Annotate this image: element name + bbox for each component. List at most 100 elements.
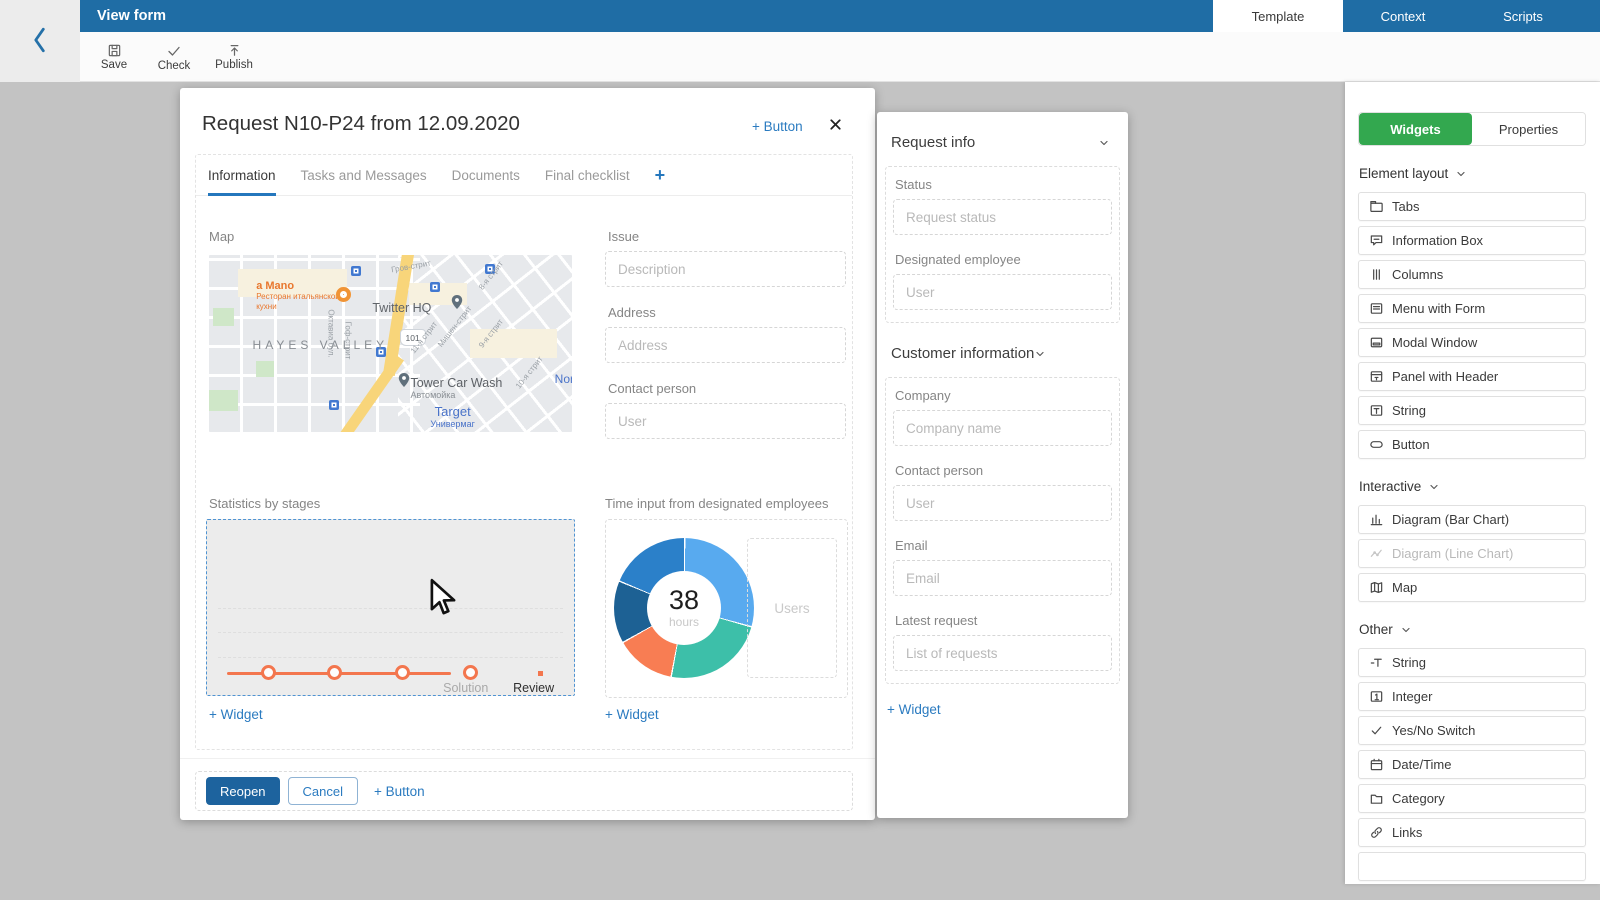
modal-window-icon (1368, 335, 1384, 351)
add-header-button[interactable]: + Button (752, 119, 803, 134)
chevron-down-icon (1428, 481, 1440, 493)
form-tab-tasks[interactable]: Tasks and Messages (301, 155, 427, 196)
link-icon (1368, 825, 1384, 841)
publish-button[interactable]: Publish (214, 43, 254, 71)
customer-information-group: Company Company name Contact person User… (885, 377, 1120, 684)
integer-icon (1368, 689, 1384, 705)
page-title: View form (97, 0, 166, 32)
widgets-sidebar: Widgets Properties Element layout Tabs I… (1345, 82, 1600, 884)
back-icon[interactable] (29, 26, 49, 54)
latest-request-input[interactable]: List of requests (893, 635, 1112, 671)
widget-item-columns[interactable]: Columns (1358, 260, 1586, 289)
mouse-cursor (426, 578, 460, 618)
chart-legend-placeholder: Users (747, 538, 837, 678)
tabs-icon (1368, 199, 1384, 215)
widget-item-string-field[interactable]: String (1358, 648, 1586, 677)
top-tab-strip: Template Context Scripts (1213, 0, 1583, 32)
company-input[interactable]: Company name (893, 410, 1112, 446)
form-designer-modal: Request N10-P24 from 12.09.2020 + Button… (180, 88, 875, 820)
widget-item-modal-window[interactable]: Modal Window (1358, 328, 1586, 357)
widget-item-yes-no-switch[interactable]: Yes/No Switch (1358, 716, 1586, 745)
section-request-info[interactable]: Request info (885, 134, 1120, 151)
close-icon[interactable] (828, 117, 843, 132)
form-content-container: Information Tasks and Messages Documents… (195, 154, 853, 750)
donut-chart: 38 hours (614, 538, 754, 678)
add-widget-link[interactable]: + Widget (605, 707, 659, 722)
widget-item-links[interactable]: Links (1358, 818, 1586, 847)
address-input[interactable]: Address (605, 327, 846, 363)
chart-x-label: Solution (443, 681, 488, 695)
widget-item-tabs[interactable]: Tabs (1358, 192, 1586, 221)
form-fields-column: Issue Description Address Address Contac… (605, 229, 846, 439)
modal-title: Request N10-P24 from 12.09.2020 (202, 112, 520, 136)
widget-item-menu-with-form[interactable]: Menu with Form (1358, 294, 1586, 323)
check-icon (1368, 723, 1384, 739)
save-icon (107, 43, 122, 58)
designated-employee-input[interactable]: User (893, 274, 1112, 310)
field-company: Company Company name (893, 388, 1112, 446)
field-contact-person: Contact person User (893, 463, 1112, 521)
chevron-down-icon (1098, 137, 1110, 149)
widget-item-date-time[interactable]: Date/Time (1358, 750, 1586, 779)
form-tab-strip: Information Tasks and Messages Documents… (196, 155, 852, 196)
contact-person-input[interactable]: User (605, 403, 846, 439)
sidebar-tab-switch: Widgets Properties (1358, 112, 1586, 146)
widget-item-map[interactable]: Map (1358, 573, 1586, 602)
section-customer-information[interactable]: Customer information (885, 345, 1120, 362)
form-tab-documents[interactable]: Documents (452, 155, 520, 196)
back-zone (0, 0, 80, 82)
reopen-button[interactable]: Reopen (206, 777, 280, 805)
widget-item-panel-with-header[interactable]: Panel with Header (1358, 362, 1586, 391)
field-contact-person: Contact person User (605, 381, 846, 439)
add-widget-link[interactable]: + Widget (209, 707, 263, 722)
widget-group-element-layout[interactable]: Element layout (1359, 166, 1586, 181)
footer-button-container: Reopen Cancel + Button (195, 771, 853, 811)
widget-item-diagram-line-chart[interactable]: Diagram (Line Chart) (1358, 539, 1586, 568)
info-box-icon (1368, 233, 1384, 249)
transit-badge-icon (430, 282, 440, 292)
widget-item-diagram-bar-chart[interactable]: Diagram (Bar Chart) (1358, 505, 1586, 534)
field-issue: Issue Description (605, 229, 846, 287)
pie-chart-widget[interactable]: 38 hours Users (605, 519, 848, 698)
widget-item-information-box[interactable]: Information Box (1358, 226, 1586, 255)
app-stage: View form Template Context Scripts Save … (0, 0, 1600, 900)
tab-scripts[interactable]: Scripts (1463, 0, 1583, 32)
columns-icon (1368, 267, 1384, 283)
add-tab-button[interactable]: + (655, 165, 666, 186)
form-tab-final-checklist[interactable]: Final checklist (545, 155, 630, 196)
save-button[interactable]: Save (94, 43, 134, 71)
status-input[interactable]: Request status (893, 199, 1112, 235)
widget-item-string[interactable]: String (1358, 396, 1586, 425)
contact-person-input[interactable]: User (893, 485, 1112, 521)
tab-widgets[interactable]: Widgets (1359, 113, 1472, 145)
widget-item-button[interactable]: Button (1358, 430, 1586, 459)
cancel-button[interactable]: Cancel (288, 777, 358, 805)
map-district-label: HAYES VALLEY (253, 338, 389, 352)
folder-icon (1368, 791, 1384, 807)
widget-item-integer[interactable]: Integer (1358, 682, 1586, 711)
check-button[interactable]: Check (154, 43, 194, 72)
widget-item-category[interactable]: Category (1358, 784, 1586, 813)
widget-group-interactive[interactable]: Interactive (1359, 479, 1586, 494)
add-footer-button[interactable]: + Button (374, 784, 425, 799)
form-tab-information[interactable]: Information (208, 155, 276, 196)
map-widget[interactable]: a Mano Ресторан итальянской кухни Twitte… (209, 255, 572, 432)
map-poi-carwash: Tower Car Wash Автомойка (410, 377, 502, 401)
add-widget-link[interactable]: + Widget (885, 702, 1120, 717)
line-chart-widget[interactable]: SolutionReview (206, 519, 575, 696)
tab-context[interactable]: Context (1343, 0, 1463, 32)
widget-group-other[interactable]: Other (1359, 622, 1586, 637)
tab-template[interactable]: Template (1213, 0, 1343, 32)
line-chart-icon (1368, 546, 1384, 562)
widget-item-empty[interactable] (1358, 852, 1586, 881)
panel-header-icon (1368, 369, 1384, 385)
email-input[interactable]: Email (893, 560, 1112, 596)
issue-input[interactable]: Description (605, 251, 846, 287)
stats-widget-label: Statistics by stages (209, 496, 320, 511)
donut-center-value: 38 (669, 587, 699, 614)
field-email: Email Email (893, 538, 1112, 596)
map-poi-target: Target Универмаг (430, 405, 474, 429)
restaurant-pin-icon (336, 287, 351, 302)
chevron-down-icon (1034, 348, 1046, 360)
tab-properties[interactable]: Properties (1472, 113, 1585, 145)
